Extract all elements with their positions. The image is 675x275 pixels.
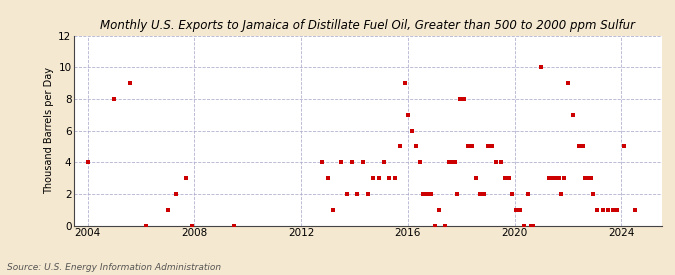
Point — [466, 144, 477, 148]
Point — [479, 192, 489, 196]
Point — [525, 223, 536, 228]
Point — [563, 81, 574, 85]
Point — [373, 176, 384, 180]
Point — [352, 192, 362, 196]
Point — [328, 207, 339, 212]
Point — [447, 160, 458, 164]
Point — [384, 176, 395, 180]
Point — [125, 81, 136, 85]
Point — [181, 176, 192, 180]
Text: Source: U.S. Energy Information Administration: Source: U.S. Energy Information Administ… — [7, 263, 221, 272]
Point — [423, 192, 433, 196]
Point — [141, 223, 152, 228]
Point — [394, 144, 405, 148]
Point — [458, 97, 469, 101]
Point — [577, 144, 588, 148]
Point — [346, 160, 357, 164]
Point — [507, 192, 518, 196]
Point — [475, 192, 485, 196]
Point — [522, 192, 533, 196]
Point — [551, 176, 562, 180]
Point — [400, 81, 410, 85]
Point — [440, 223, 451, 228]
Point — [583, 176, 593, 180]
Point — [573, 144, 584, 148]
Point — [335, 160, 346, 164]
Point — [425, 192, 436, 196]
Point — [544, 176, 555, 180]
Point — [500, 176, 511, 180]
Point — [454, 97, 465, 101]
Point — [406, 128, 417, 133]
Point — [470, 176, 481, 180]
Point — [597, 207, 608, 212]
Point — [389, 176, 400, 180]
Point — [452, 192, 462, 196]
Point — [379, 160, 389, 164]
Point — [580, 176, 591, 180]
Point — [556, 192, 567, 196]
Point — [341, 192, 352, 196]
Point — [417, 192, 428, 196]
Point — [548, 176, 559, 180]
Point — [487, 144, 497, 148]
Point — [444, 160, 455, 164]
Point — [317, 160, 328, 164]
Point — [510, 207, 521, 212]
Point — [402, 113, 413, 117]
Point — [433, 207, 444, 212]
Point — [603, 207, 614, 212]
Point — [186, 223, 197, 228]
Point — [619, 144, 630, 148]
Point — [109, 97, 119, 101]
Point — [323, 176, 333, 180]
Point — [536, 65, 547, 70]
Point — [608, 207, 619, 212]
Point — [528, 223, 539, 228]
Point — [568, 113, 578, 117]
Point — [491, 160, 502, 164]
Point — [629, 207, 640, 212]
Y-axis label: Thousand Barrels per Day: Thousand Barrels per Day — [44, 67, 54, 194]
Point — [612, 207, 623, 212]
Point — [554, 176, 564, 180]
Point — [588, 192, 599, 196]
Title: Monthly U.S. Exports to Jamaica of Distillate Fuel Oil, Greater than 500 to 2000: Monthly U.S. Exports to Jamaica of Disti… — [101, 19, 635, 32]
Point — [504, 176, 515, 180]
Point — [357, 160, 368, 164]
Point — [362, 192, 373, 196]
Point — [450, 160, 460, 164]
Point — [229, 223, 240, 228]
Point — [514, 207, 525, 212]
Point — [518, 223, 529, 228]
Point — [592, 207, 603, 212]
Point — [429, 223, 440, 228]
Point — [414, 160, 425, 164]
Point — [170, 192, 181, 196]
Point — [559, 176, 570, 180]
Point — [82, 160, 93, 164]
Point — [410, 144, 421, 148]
Point — [462, 144, 473, 148]
Point — [483, 144, 493, 148]
Point — [496, 160, 507, 164]
Point — [585, 176, 596, 180]
Point — [162, 207, 173, 212]
Point — [368, 176, 379, 180]
Point — [420, 192, 431, 196]
